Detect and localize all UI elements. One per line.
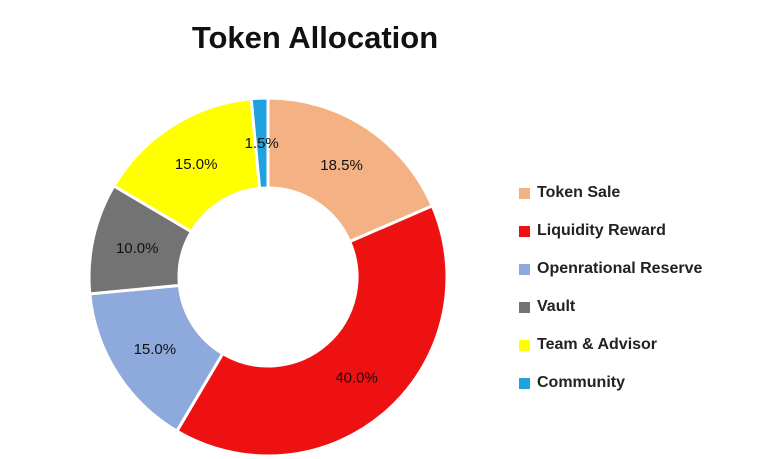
- data-label: 18.5%: [320, 157, 363, 174]
- legend-item: Vault: [519, 288, 702, 326]
- legend-label: Community: [537, 374, 625, 391]
- slice-team-advisor: [111, 97, 262, 234]
- legend-item: Community: [519, 364, 702, 402]
- legend-label: Openrational Reserve: [537, 260, 703, 277]
- data-label: 40.0%: [335, 370, 378, 387]
- legend-swatch: [519, 339, 530, 351]
- legend-swatch: [519, 377, 530, 389]
- legend: Token Sale Liquidity Reward Openrational R…: [519, 174, 702, 402]
- data-label: 10.0%: [116, 240, 159, 257]
- legend-item: Team & Advisor: [519, 326, 702, 364]
- data-label: 1.5%: [245, 135, 279, 152]
- legend-item: Token Sale: [519, 174, 702, 212]
- slice-token-sale: [266, 96, 435, 244]
- legend-label: Team & Advisor: [537, 336, 658, 353]
- data-label: 15.0%: [134, 341, 177, 358]
- slice-liquidity-reward: [174, 203, 449, 458]
- legend-swatch: [519, 301, 530, 313]
- legend-swatch: [519, 187, 530, 199]
- legend-swatch: [519, 263, 530, 275]
- slice-community: [249, 96, 270, 191]
- chart-title: Token Allocation: [191, 20, 439, 55]
- legend-item: Liquidity Reward: [519, 212, 702, 250]
- legend-label: Vault: [537, 298, 576, 315]
- data-label: 15.0%: [175, 156, 218, 173]
- legend-label: Token Sale: [537, 184, 621, 201]
- legend-label: Liquidity Reward: [537, 222, 666, 239]
- legend-item: Openrational Reserve: [519, 250, 702, 288]
- legend-swatch: [519, 225, 530, 237]
- slice-openrational-reserve: [88, 283, 225, 434]
